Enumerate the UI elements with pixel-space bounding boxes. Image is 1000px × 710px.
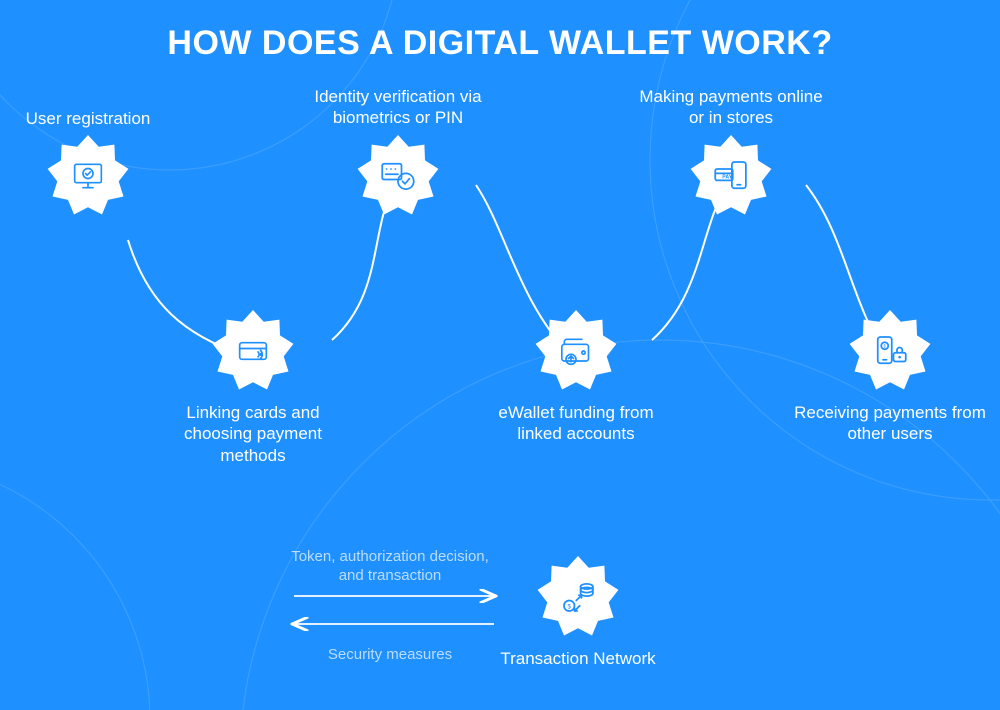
- flow-node-n6: Receiving payments from other users $: [790, 310, 990, 445]
- node-label: User registration: [26, 108, 151, 129]
- gear-icon: [47, 135, 129, 217]
- flow-node-n1: User registration: [0, 108, 188, 217]
- gear-icon: PAY: [690, 135, 772, 217]
- gear-icon: [535, 310, 617, 392]
- svg-text:$: $: [568, 603, 572, 610]
- node-label: Transaction Network: [500, 648, 655, 669]
- flow-node-n7: Transaction Network $: [478, 556, 678, 669]
- tx-label-top: Token, authorization decision, and trans…: [280, 548, 500, 586]
- gear-icon: [212, 310, 294, 392]
- node-label: Making payments online or in stores: [631, 86, 831, 129]
- svg-text:$: $: [884, 344, 887, 349]
- monitor-check-icon: [66, 154, 110, 198]
- wallet-up-icon: [554, 329, 598, 373]
- gear-icon: $: [537, 556, 619, 638]
- node-label: Identity verification via biometrics or …: [298, 86, 498, 129]
- flow-node-n4: eWallet funding from linked accounts: [476, 310, 676, 445]
- flow-node-n2: Linking cards and choosing payment metho…: [153, 310, 353, 466]
- network-icon: $: [556, 575, 600, 619]
- svg-text:PAY: PAY: [722, 174, 732, 180]
- node-label: Receiving payments from other users: [790, 402, 990, 445]
- tx-label-bottom: Security measures: [280, 646, 500, 665]
- node-label: eWallet funding from linked accounts: [476, 402, 676, 445]
- flow-node-n3: Identity verification via biometrics or …: [298, 86, 498, 217]
- page-title: HOW DOES A DIGITAL WALLET WORK?: [167, 24, 832, 63]
- node-label: Linking cards and choosing payment metho…: [153, 402, 353, 466]
- pin-shield-icon: [376, 154, 420, 198]
- gear-icon: $: [849, 310, 931, 392]
- flow-node-n5: Making payments online or in stores PAY: [631, 86, 831, 217]
- infographic-canvas: HOW DOES A DIGITAL WALLET WORK? User reg…: [0, 0, 1000, 710]
- phone-pay-icon: PAY: [709, 154, 753, 198]
- credit-card-icon: [231, 329, 275, 373]
- phone-receive-icon: $: [868, 329, 912, 373]
- gear-icon: [357, 135, 439, 217]
